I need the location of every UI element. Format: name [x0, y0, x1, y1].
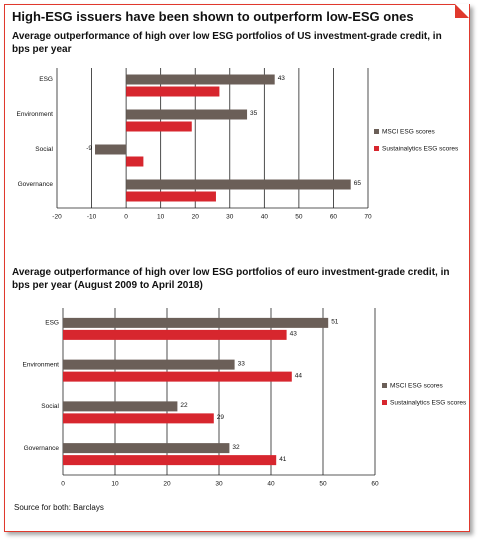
legend-label: Sustainalytics ESG scores	[390, 400, 467, 407]
data-label: 43	[278, 75, 286, 82]
x-tick-label: 30	[226, 214, 234, 221]
data-label: -9	[86, 145, 92, 152]
y-tick-label: ESG	[39, 76, 53, 83]
folded-corner	[455, 4, 469, 18]
data-label: 29	[217, 414, 225, 421]
y-tick-label: Environment	[23, 361, 60, 368]
bar	[63, 413, 214, 424]
x-tick-label: 60	[330, 214, 338, 221]
y-tick-label: Governance	[24, 445, 60, 452]
x-tick-label: 30	[215, 481, 223, 488]
x-tick-label: 0	[61, 481, 65, 488]
legend-swatch	[374, 129, 379, 134]
data-label: 51	[331, 319, 339, 326]
chart-title: Average outperformance of high over low …	[12, 31, 442, 55]
legend-swatch	[374, 146, 379, 151]
x-tick-label: 0	[124, 214, 128, 221]
x-tick-label: 60	[371, 481, 379, 488]
x-tick-label: 50	[295, 214, 303, 221]
bar	[126, 74, 275, 85]
bar	[63, 329, 287, 340]
y-tick-label: Social	[41, 403, 59, 410]
x-tick-label: 20	[163, 481, 171, 488]
x-tick-label: 70	[364, 214, 372, 221]
y-tick-label: Environment	[17, 111, 54, 118]
bar	[63, 359, 235, 370]
bar	[63, 401, 178, 412]
bar	[126, 121, 192, 132]
x-tick-label: 10	[157, 214, 165, 221]
data-label: 33	[238, 360, 246, 367]
x-tick-label: -10	[87, 214, 97, 221]
data-label: 44	[295, 372, 303, 379]
legend-swatch	[382, 383, 387, 388]
source: Source for both: Barclays	[14, 503, 104, 512]
chart: 0 10 20 30 40 50 60 ESG 51 43 Environment 33 44 Socia…	[23, 308, 467, 488]
x-tick-label: 50	[319, 481, 327, 488]
x-tick-label: -20	[52, 214, 62, 221]
bar	[63, 443, 230, 454]
y-tick-label: Governance	[18, 181, 54, 188]
y-tick-label: Social	[35, 146, 53, 153]
x-tick-label: 40	[267, 481, 275, 488]
chart-title: Average outperformance of high over low …	[12, 267, 450, 291]
legend-label: Sustainalytics ESG scores	[382, 146, 459, 153]
bar	[63, 371, 292, 382]
bar	[126, 86, 220, 97]
data-label: 65	[354, 180, 362, 187]
bar	[126, 109, 248, 120]
legend-label: MSCI ESG scores	[390, 383, 443, 390]
legend-label: MSCI ESG scores	[382, 129, 435, 136]
bar	[63, 317, 329, 328]
x-tick-label: 40	[261, 214, 269, 221]
data-label: 22	[180, 402, 188, 409]
legend-swatch	[382, 400, 387, 405]
bar	[126, 179, 351, 190]
x-tick-label: 20	[192, 214, 200, 221]
data-label: 41	[279, 456, 287, 463]
page-title: High-ESG issuers have been shown to outp…	[12, 9, 414, 24]
bar	[63, 455, 277, 466]
bar	[126, 191, 216, 202]
y-tick-label: ESG	[45, 320, 59, 327]
data-label: 32	[232, 444, 240, 451]
bar	[95, 144, 127, 155]
data-label: 43	[290, 331, 298, 338]
chart: -20 -10 0 10 20 30 40 50 60 70 ESG 43 Environment 35 S…	[17, 68, 459, 221]
x-tick-label: 10	[111, 481, 119, 488]
data-label: 35	[250, 110, 258, 117]
bar	[126, 156, 144, 167]
